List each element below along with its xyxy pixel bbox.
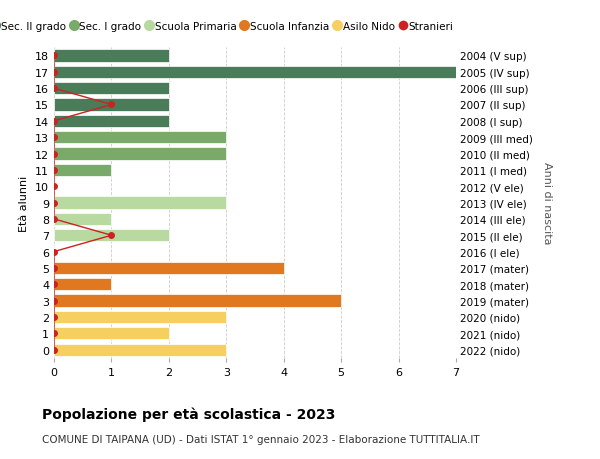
Bar (54, 262, 284, 274)
Bar (54, 99, 169, 112)
Bar (54, 311, 226, 324)
Y-axis label: Anni di nascita: Anni di nascita (542, 162, 553, 244)
Bar (54, 213, 112, 225)
Bar (54, 116, 169, 128)
Text: Popolazione per età scolastica - 2023: Popolazione per età scolastica - 2023 (42, 406, 335, 421)
Bar (54, 164, 112, 177)
Text: COMUNE DI TAIPANA (UD) - Dati ISTAT 1° gennaio 2023 - Elaborazione TUTTITALIA.IT: COMUNE DI TAIPANA (UD) - Dati ISTAT 1° g… (42, 434, 479, 444)
Bar (54, 148, 226, 160)
Bar (54, 50, 169, 62)
Bar (54, 132, 226, 144)
Bar (54, 279, 112, 291)
Bar (54, 344, 226, 356)
Bar (54, 83, 169, 95)
Bar (54, 295, 341, 307)
Bar (54, 230, 169, 242)
Bar (54, 197, 226, 209)
Y-axis label: Età alunni: Età alunni (19, 175, 29, 231)
Bar (54, 327, 169, 340)
Bar (54, 67, 456, 79)
Legend: Sec. II grado, Sec. I grado, Scuola Primaria, Scuola Infanzia, Asilo Nido, Stran: Sec. II grado, Sec. I grado, Scuola Prim… (0, 18, 457, 36)
